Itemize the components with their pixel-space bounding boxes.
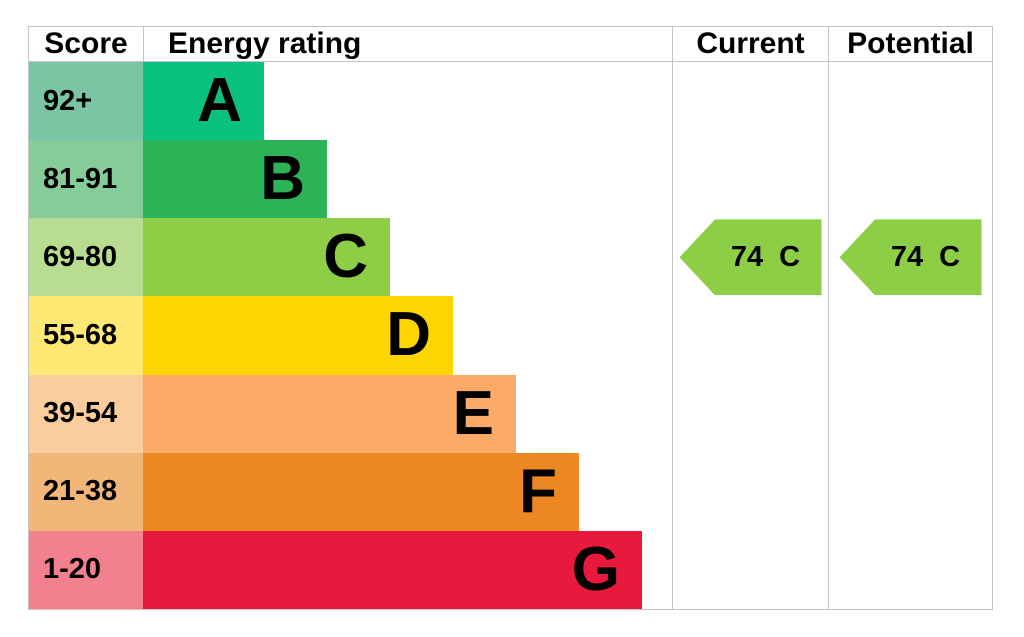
- rating-bar-cell-f: F: [143, 452, 672, 531]
- current-cell-d: [672, 296, 828, 375]
- current-rating-arrow: 74 C: [679, 219, 822, 296]
- current-rating-letter: C: [779, 240, 801, 273]
- potential-cell-b: [828, 140, 992, 219]
- potential-rating-arrow: 74 C: [839, 219, 982, 296]
- rating-bar-b: B: [143, 140, 327, 219]
- potential-cell-g: [828, 530, 992, 609]
- potential-rating-letter: C: [939, 240, 961, 273]
- score-range-c: 69-80: [29, 218, 143, 297]
- current-cell-a: [672, 62, 828, 141]
- rating-bar-cell-e: E: [143, 374, 672, 453]
- rating-bar-e: E: [143, 374, 516, 453]
- rating-bar-cell-b: B: [143, 140, 672, 219]
- potential-column-header: Potential: [828, 27, 992, 62]
- current-cell-g: [672, 530, 828, 609]
- rating-bar-cell-c: C: [143, 218, 672, 297]
- band-letter-d: D: [386, 300, 431, 370]
- epc-table: Score Energy rating Current Potential 92…: [28, 26, 993, 610]
- rating-bar-a: A: [143, 62, 264, 141]
- rating-bar-d: D: [143, 296, 453, 375]
- score-range-a: 92+: [29, 62, 143, 141]
- band-letter-c: C: [323, 222, 368, 292]
- band-letter-e: E: [452, 378, 494, 448]
- current-column-header: Current: [672, 27, 828, 62]
- current-rating-value: 74: [730, 240, 764, 273]
- potential-cell-a: [828, 62, 992, 141]
- score-range-f: 21-38: [29, 452, 143, 531]
- current-cell-f: [672, 452, 828, 531]
- energy-rating-column-header: Energy rating: [143, 27, 672, 62]
- rating-bar-cell-d: D: [143, 296, 672, 375]
- band-letter-a: A: [197, 66, 242, 136]
- score-column-header: Score: [29, 27, 143, 62]
- potential-cell-e: [828, 374, 992, 453]
- rating-bar-cell-g: G: [143, 530, 672, 609]
- potential-cell-f: [828, 452, 992, 531]
- score-range-e: 39-54: [29, 374, 143, 453]
- score-range-b: 81-91: [29, 140, 143, 219]
- rating-bar-g: G: [143, 530, 642, 609]
- rating-bar-f: F: [143, 452, 579, 531]
- band-letter-b: B: [260, 144, 305, 214]
- current-cell-b: [672, 140, 828, 219]
- current-cell-c: 74 C: [672, 218, 828, 297]
- current-cell-e: [672, 374, 828, 453]
- score-range-g: 1-20: [29, 530, 143, 609]
- band-letter-f: F: [519, 456, 557, 526]
- score-range-d: 55-68: [29, 296, 143, 375]
- potential-cell-c: 74 C: [828, 218, 992, 297]
- potential-cell-d: [828, 296, 992, 375]
- band-letter-g: G: [571, 534, 620, 604]
- rating-bar-c: C: [143, 218, 390, 297]
- rating-bar-cell-a: A: [143, 62, 672, 141]
- potential-rating-value: 74: [890, 240, 924, 273]
